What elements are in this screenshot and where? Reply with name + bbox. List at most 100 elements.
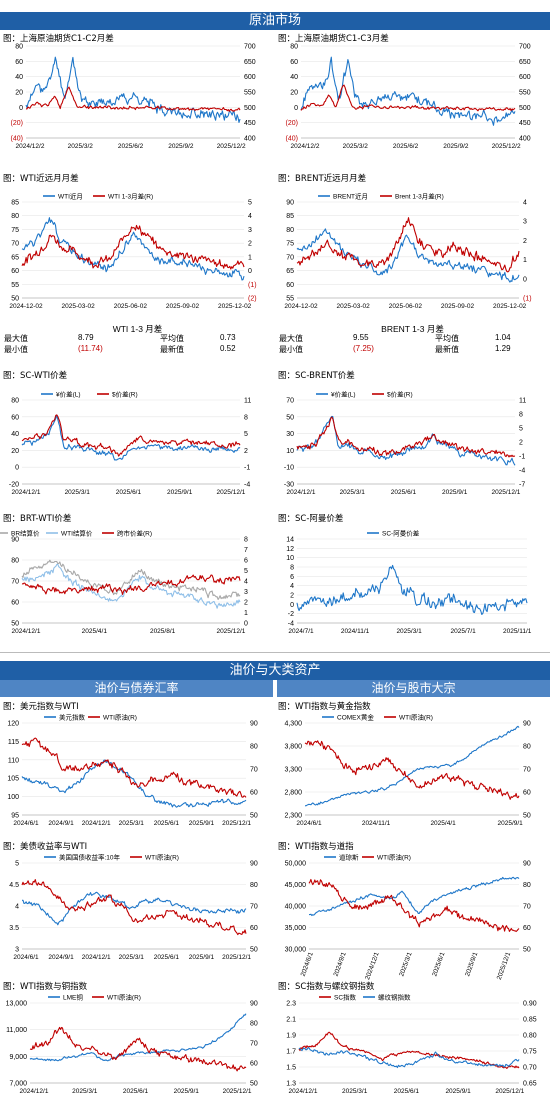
y-tick-label: 12 [286,546,294,553]
x-tick-label: 2025-09-02 [166,303,200,310]
y2-tick-label: 400 [519,136,531,143]
series-line [21,224,245,270]
legend-label: WTI结算价 [61,529,93,538]
x-tick-label: 2025/12/2 [217,143,246,150]
y-tick-label: 60 [290,59,298,66]
legend-label: 美国国债收益率:10年 [59,853,121,862]
y-tick-label: 2,800 [284,790,302,797]
chart-sc-c1-c3: 806040200(20)(40)70065060055050045040020… [286,44,531,151]
y2-tick-label: 80 [523,744,531,751]
legend-label: 美元指数 [59,713,86,722]
y2-tick-label: 60 [523,790,531,797]
x-tick-label: 2024/6/1 [300,951,315,978]
legend-label: WTI原油(R) [107,993,141,1002]
chart-title: 图：WTI近远月月差 [3,174,79,184]
x-tick-label: 2024/12/1 [289,1088,318,1095]
y2-tick-label: 2 [523,238,527,245]
y2-tick-label: 80 [250,1021,258,1028]
y2-tick-label: 90 [523,861,531,868]
y-tick-label: 2.1 [286,1017,296,1024]
chart-title: 图：BRT-WTI价差 [3,514,72,524]
stat-label: 最大值 [279,334,303,343]
y-tick-label: (40) [286,136,298,143]
y2-tick-label: -4 [244,482,250,489]
y2-tick-label: 70 [523,767,531,774]
y2-tick-label: 70 [250,1041,258,1048]
y-tick-label: 85 [11,200,19,207]
y-tick-label: 75 [11,227,19,234]
y2-tick-label: 90 [250,861,258,868]
y-tick-label: (20) [286,120,298,127]
y2-tick-label: 0.65 [523,1081,537,1088]
y-tick-label: 2 [290,593,294,600]
y-tick-label: 40,000 [285,904,307,911]
stat-value: 0.73 [220,333,236,342]
x-tick-label: 2024/12/2 [291,143,320,150]
legend-label: Brent 1-3月差(R) [395,192,444,201]
chart-sc-rebar: 2.3 2.1 1.9 1.7 1.5 1.3 0.90 0.85 0.80 0.75 0.70 0.… [286,993,537,1096]
y-tick-label: 90 [286,200,294,207]
y2-tick-label: 7 [244,547,248,554]
legend-label: $价差(R) [112,390,138,399]
series-line [296,228,520,283]
x-tick-label: 2025/12/2 [492,143,521,150]
y2-tick-label: 70 [250,904,258,911]
x-tick-label: 2025/3/1 [72,1088,98,1095]
y-tick-label: 3,800 [284,744,302,751]
y2-tick-label: 4 [244,579,248,586]
y2-tick-label: 60 [250,925,258,932]
legend-label: WTI原油(R) [377,853,411,862]
series-line [21,737,247,798]
y2-tick-label: (1) [248,282,257,289]
series-line [296,564,528,616]
stat-value: (7.25) [353,344,374,353]
y-tick-label: 90 [11,537,19,544]
x-tick-label: 2025/9/1 [189,954,215,961]
y2-tick-label: 50 [523,813,531,820]
chart-title: 图：SC指数与螺纹钢指数 [278,982,375,992]
stat-title: BRENT 1-3 月差 [381,324,444,334]
y-tick-label: 4 [290,583,294,590]
y-tick-label: 3 [15,947,19,954]
x-tick-label: 2025/4/1 [82,628,108,635]
y-tick-label: 8 [290,565,294,572]
y2-tick-label: 90 [250,1001,258,1008]
y-tick-label: 4 [15,904,19,911]
series-line [300,56,516,126]
x-tick-label: 2025/9/1 [189,820,215,827]
stat-value: 0.52 [220,344,236,353]
series-line [298,1047,520,1069]
y2-tick-label: 550 [244,90,256,97]
y-tick-label: -20 [9,482,19,489]
x-tick-label: 2024/12/1 [364,951,381,981]
y2-tick-label: 5 [244,431,248,438]
y2-tick-label: 550 [519,90,531,97]
y2-tick-label: (2) [248,296,257,303]
y-tick-label: 55 [11,282,19,289]
x-tick-label: 2025-12-02 [218,303,252,310]
x-tick-label: 2025/9/1 [442,489,468,496]
y2-tick-label: -1 [244,465,250,472]
chart-title: 图：SC-BRENT价差 [278,371,355,381]
y2-tick-label: 90 [523,721,531,728]
chart-title: 图：WTI指数与黄金指数 [278,702,371,712]
y2-tick-label: 400 [244,136,256,143]
y-tick-label: 2.3 [286,1001,296,1008]
y2-tick-label: 60 [250,790,258,797]
x-tick-label: 2025-03-02 [62,303,96,310]
x-tick-label: 2025/4/1 [430,820,456,827]
x-tick-label: 2024/6/1 [13,954,39,961]
y2-tick-label: 50 [523,947,531,954]
legend-label: 螺纹钢指数 [378,993,411,1002]
x-tick-label: 2025/3/1 [119,820,145,827]
y2-tick-label: 50 [250,1081,258,1088]
series-line [296,416,516,458]
x-tick-label: 2025/12/1 [496,951,513,981]
stat-label: 平均值 [160,334,184,343]
y-tick-label: (20) [11,120,23,127]
x-tick-label: 2024-12-02 [9,303,43,310]
x-tick-label: 2024/6/1 [13,820,39,827]
x-tick-label: 2025/9/2 [443,143,469,150]
y-tick-label: 80 [290,44,298,51]
y2-tick-label: 60 [250,1061,258,1068]
